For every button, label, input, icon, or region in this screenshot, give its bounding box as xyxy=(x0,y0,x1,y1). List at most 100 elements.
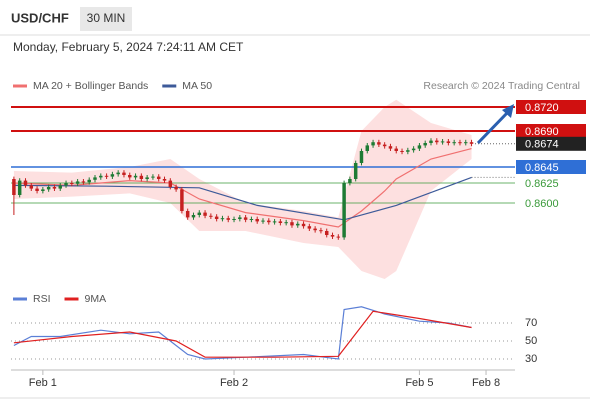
level-box xyxy=(516,124,586,138)
candle-body xyxy=(156,176,161,179)
candle-body xyxy=(128,175,132,178)
candle-body xyxy=(41,189,45,191)
candle-body xyxy=(145,177,149,179)
candle-body xyxy=(301,223,306,227)
candle-body xyxy=(296,223,300,226)
y-tick-label: 70 xyxy=(525,317,537,329)
candle-body xyxy=(209,215,213,217)
candle-body xyxy=(406,150,410,152)
candle-body xyxy=(365,145,370,151)
candle-body xyxy=(104,175,109,177)
level-box xyxy=(516,100,586,114)
candle-body xyxy=(116,172,120,175)
candle-body xyxy=(64,183,68,186)
interval[interactable]: 30 MIN xyxy=(87,11,126,25)
interval-button[interactable] xyxy=(80,7,132,31)
x-tick-label: Feb 8 xyxy=(472,377,500,389)
candle-body xyxy=(313,228,317,231)
level-label: 0.8720 xyxy=(525,102,559,114)
candle-body xyxy=(458,142,462,144)
candle-body xyxy=(249,219,254,220)
candle-body xyxy=(348,179,352,183)
candle-body xyxy=(226,218,230,220)
candle-body xyxy=(220,218,225,220)
x-tick-label: Feb 5 xyxy=(405,377,433,389)
candle-body xyxy=(203,212,207,216)
candle-body xyxy=(133,175,138,178)
candle-body xyxy=(110,174,115,177)
candle-body xyxy=(336,236,341,238)
candle-body xyxy=(371,142,375,146)
candle-body xyxy=(99,175,103,178)
ma20-line xyxy=(13,148,472,228)
ma50-line xyxy=(13,176,472,221)
candle-body xyxy=(435,140,439,143)
candle-body xyxy=(180,189,184,211)
candle-body xyxy=(446,141,451,143)
candle-body xyxy=(342,183,346,238)
candle-body xyxy=(324,231,329,235)
y-tick-label: 30 xyxy=(525,353,537,365)
candle-body xyxy=(232,219,236,220)
candle-body xyxy=(464,142,468,144)
candle-body xyxy=(214,216,219,219)
candle-body xyxy=(272,221,277,223)
level-label: 0.8674 xyxy=(525,139,559,151)
level-box xyxy=(516,136,586,151)
candle-body xyxy=(238,217,242,219)
plot: MA 20 + Bollinger Bands MA 50 Research © 2… xyxy=(0,80,590,399)
forecast-arrow-head xyxy=(502,104,514,118)
candle-body xyxy=(75,181,80,184)
candle-body xyxy=(319,230,323,232)
symbol: USD/CHF xyxy=(11,10,69,25)
candle-body xyxy=(191,215,196,218)
candle-body xyxy=(52,187,57,189)
candle-body xyxy=(168,180,173,187)
candle-body xyxy=(452,142,456,144)
candle-body xyxy=(359,151,364,163)
candle-body xyxy=(197,212,202,215)
candle-body xyxy=(70,183,74,184)
candle-body xyxy=(93,177,97,180)
candle-body xyxy=(353,163,358,179)
candle-body xyxy=(81,181,86,183)
bollinger-band xyxy=(13,99,472,279)
level-box xyxy=(516,160,586,174)
forecast-arrow xyxy=(476,110,510,145)
candle-body xyxy=(394,148,398,151)
candle-body xyxy=(46,187,51,190)
candle-body xyxy=(162,179,167,181)
rsi-line xyxy=(13,310,472,358)
candle-body xyxy=(174,187,178,190)
y-tick-label: 50 xyxy=(525,335,537,347)
x-tick-label: Feb 1 xyxy=(29,377,57,389)
candle-body xyxy=(440,141,445,143)
candle-body xyxy=(429,140,433,143)
candle-body xyxy=(469,142,474,144)
candle-body xyxy=(139,175,144,179)
candle-body xyxy=(307,226,312,229)
level-label: 0.8690 xyxy=(525,126,559,138)
candle-body xyxy=(411,148,416,151)
candle-body xyxy=(243,217,248,220)
candle-body xyxy=(87,179,91,183)
legend-label: RSI xyxy=(33,293,51,305)
candle-body xyxy=(382,144,387,147)
source: Research © 2024 Trading Central xyxy=(423,80,580,92)
candle-body xyxy=(388,146,393,149)
rsi-line xyxy=(13,306,472,360)
candle-body xyxy=(423,143,427,146)
legend-label: MA 20 + Bollinger Bands xyxy=(33,80,148,92)
candle-body xyxy=(151,176,155,178)
candle-body xyxy=(23,180,28,186)
candle-body xyxy=(122,172,126,175)
level-label: 0.8645 xyxy=(525,162,559,174)
candle-body xyxy=(377,142,381,145)
legend-label: MA 50 xyxy=(182,80,212,92)
legend-label: 9MA xyxy=(85,293,107,305)
candle-body xyxy=(261,220,265,222)
candle-body xyxy=(17,180,22,195)
candle-body xyxy=(58,185,62,189)
